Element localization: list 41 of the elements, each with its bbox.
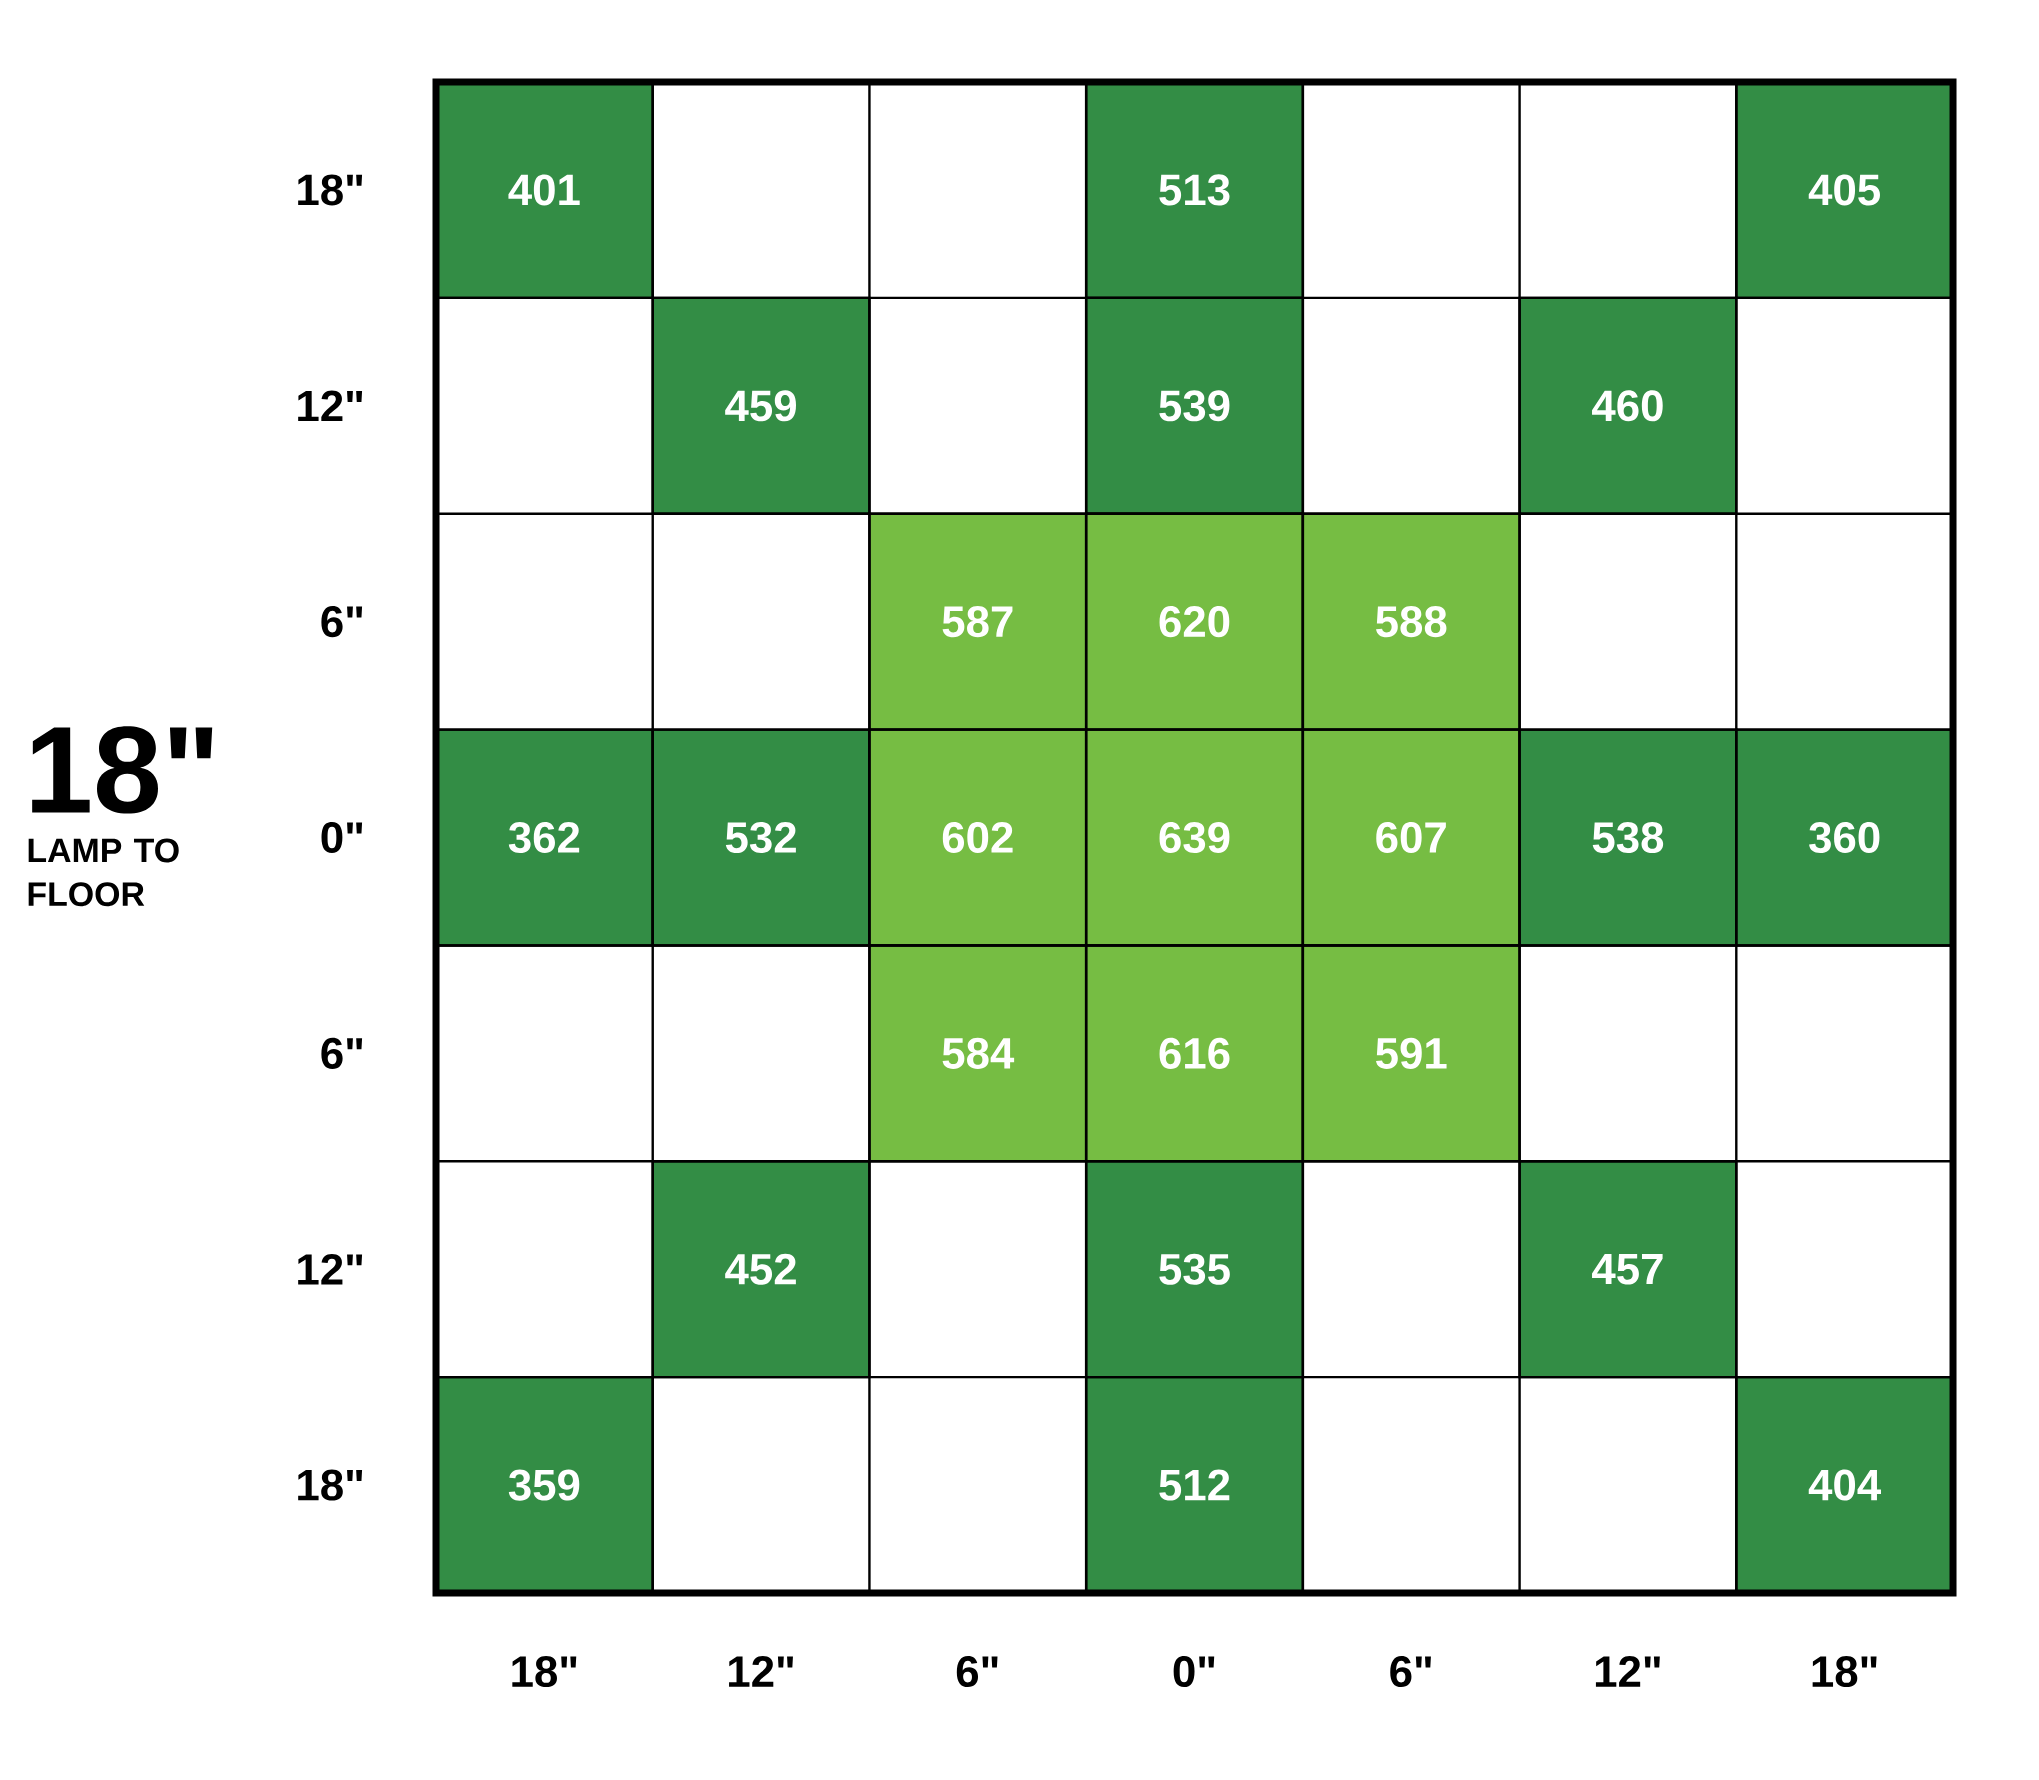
data-label: 591 [1376,1037,1447,1069]
data-label: 401 [508,174,580,206]
data-label: 460 [1592,390,1663,422]
data-label: 584 [942,1037,1015,1069]
data-label: 405 [1808,174,1880,206]
y-tick-label: 18" [298,1469,363,1501]
data-label: 459 [725,390,797,422]
data-label: 532 [725,821,796,854]
x-tick-label: 0" [1173,1656,1215,1688]
data-label: 457 [1592,1253,1663,1285]
y-tick-label: 18" [298,174,363,206]
y-tick-label: 12" [298,1253,363,1285]
data-label: 512 [1159,1469,1230,1501]
data-label: 452 [725,1253,796,1285]
data-label: 602 [942,821,1013,854]
data-label: 359 [508,1469,580,1501]
data-label: 404 [1808,1469,1881,1501]
data-label: 539 [1159,390,1230,422]
x-tick-label: 18" [512,1656,577,1688]
data-label: 513 [1159,174,1230,206]
y-tick-label: 6" [321,606,363,638]
x-tick-label: 18" [1812,1656,1877,1688]
data-label: 538 [1592,821,1664,854]
data-label: 616 [1159,1037,1230,1069]
x-tick-label: 12" [1595,1656,1660,1687]
data-label: 620 [1159,606,1230,638]
data-label: 607 [1376,821,1446,854]
data-label: 535 [1159,1253,1230,1285]
x-tick-label: 6" [1390,1656,1431,1688]
y-tick-label: 6" [321,1037,363,1069]
text: 18" [32,726,213,814]
data-label: 587 [942,606,1013,638]
data-label: 360 [1809,821,1880,854]
y-tick-label: 0" [321,821,363,854]
y-tick-label: 12" [298,390,363,422]
data-label: 362 [508,821,580,854]
x-tick-label: 6" [956,1656,998,1688]
x-tick-label: 12" [729,1656,793,1687]
data-label: 588 [1376,606,1447,638]
text: LAMP TO FLOOR [28,838,179,907]
data-label: 639 [1159,821,1230,854]
